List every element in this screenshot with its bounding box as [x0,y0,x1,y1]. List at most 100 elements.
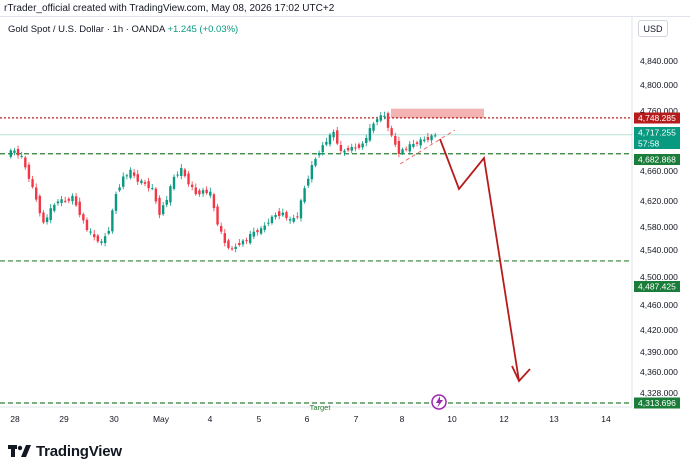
candle-body [310,165,314,180]
candle-body [180,167,183,177]
candle-body [96,235,100,242]
candle-body [415,142,419,144]
candle-body [34,187,38,200]
price-axis-label[interactable] [634,127,680,149]
candle-body [172,176,176,189]
candle-body [31,179,34,188]
price-axis-label-text: 4,682.868 [638,155,676,165]
candle-body [212,194,216,209]
wedge-trendline[interactable] [399,129,456,165]
price-axis-label[interactable] [634,112,680,124]
price-axis-label-text: 4,717.255 [638,128,676,138]
candle-body [103,236,107,244]
candle-body [241,240,245,245]
y-axis-tick-label: 4,540.000 [640,245,678,255]
symbol-name: Gold Spot / U.S. Dollar · 1h · OANDA [8,24,165,35]
candle-body [375,119,379,123]
y-axis-tick-label: 4,390.000 [640,347,678,357]
candle-body [42,212,45,223]
x-axis-tick-label: 4 [208,414,213,424]
countdown-label: 57:58 [638,139,660,149]
x-axis-tick-label: 10 [447,414,457,424]
candle-body [136,174,139,182]
candle-body [16,148,20,156]
y-axis-tick-label: 4,328.000 [640,388,678,398]
chart-attribution: rTrader_official created with TradingVie… [4,3,335,14]
resistance-zone[interactable] [391,108,484,118]
candle-body [125,175,129,177]
tradingview-wordmark: TradingView [36,442,122,460]
candle-body [205,189,208,194]
x-axis-tick-label: 28 [10,414,20,424]
candle-body [386,113,390,128]
candle-body [357,144,361,148]
candle-body [256,230,259,233]
candle-body [143,182,147,184]
candle-body [274,214,277,218]
price-axis-label[interactable] [634,397,680,409]
candle-body [147,181,150,189]
candle-body [209,191,212,196]
candle-body [317,152,321,156]
currency-button[interactable]: USD [638,20,668,37]
candle-body [13,150,16,153]
candle-body [303,188,306,202]
candle-body [433,135,437,137]
candle-body [332,131,335,138]
candle-body [56,201,60,204]
candle-body [74,196,78,206]
x-axis-tick-label: 14 [601,414,611,424]
candle-body [252,231,256,237]
price-chart[interactable]: 4,840.0004,800.0004,760.0004,700.0004,66… [0,17,690,437]
price-axis-label-text: 4,313.696 [638,398,676,408]
candle-body [165,199,168,205]
candle-body [194,187,197,195]
price-axis-label[interactable] [634,281,680,292]
candle-body [89,231,92,233]
candle-body [71,195,74,202]
candle-body [169,186,172,203]
x-axis-tick-label: 30 [109,414,119,424]
candle-body [129,169,132,178]
candle-body [230,248,234,250]
target-label: Target [310,403,332,412]
candle-body [176,174,179,176]
candle-body [227,240,230,248]
candle-body [9,150,12,157]
candle-body [187,173,190,185]
candle-body [368,128,372,141]
lightning-icon [436,396,443,408]
x-axis-tick-label: 29 [59,414,69,424]
candle-body [64,200,67,202]
candle-body [408,144,411,152]
y-axis-tick-label: 4,360.000 [640,367,678,377]
candle-body [161,205,165,215]
candle-body [259,228,263,234]
candle-body [361,143,364,148]
candle-body [118,187,121,191]
projection-arrow[interactable] [439,138,520,382]
x-axis-tick-label: May [153,414,170,424]
candle-body [238,243,241,246]
symbol-legend[interactable]: Gold Spot / U.S. Dollar · 1h · OANDA +1.… [8,24,238,35]
y-axis-tick-label: 4,420.000 [640,325,678,335]
candle-body [20,155,23,157]
candle-body [296,216,299,218]
candle-body [321,145,324,153]
price-axis-label[interactable] [634,154,680,165]
chart-area[interactable]: 4,840.0004,800.0004,760.0004,700.0004,66… [0,16,690,436]
x-axis-tick-label: 12 [499,414,509,424]
candle-body [419,139,422,146]
candle-body [93,234,96,238]
candle-body [27,164,31,179]
candle-body [365,137,368,144]
candle-body [350,146,353,151]
candle-body [307,178,310,186]
candle-body [423,139,426,142]
candle-body [100,241,103,243]
candle-body [38,195,42,214]
candle-body [248,233,252,244]
candle-body [263,225,266,230]
candle-body [114,194,118,211]
candle-body [328,134,332,145]
